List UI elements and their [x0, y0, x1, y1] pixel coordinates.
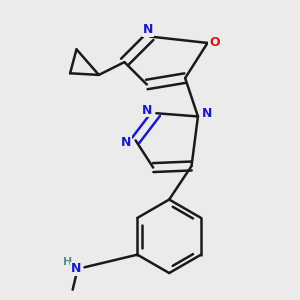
Text: N: N [202, 107, 212, 120]
Text: N: N [71, 262, 82, 275]
Text: N: N [142, 103, 153, 117]
Text: N: N [121, 136, 131, 148]
Text: H: H [63, 256, 72, 266]
Text: N: N [143, 23, 154, 36]
Text: O: O [209, 36, 220, 50]
